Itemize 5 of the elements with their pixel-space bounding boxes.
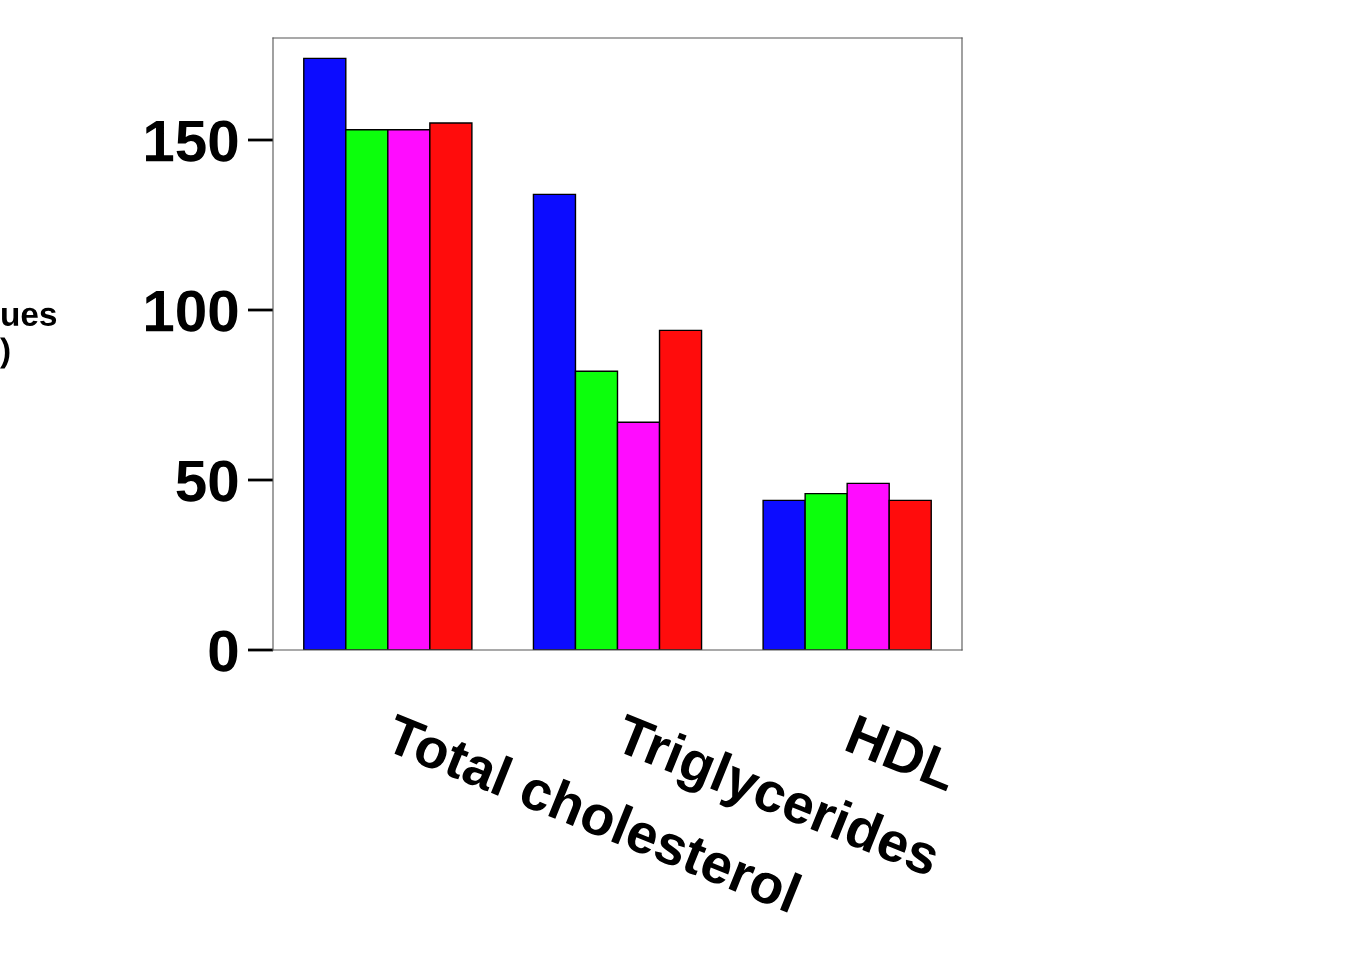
y-tick-label: 50 xyxy=(176,460,238,502)
y-tick-label: 0 xyxy=(209,630,238,672)
y-tick-label: 150 xyxy=(146,120,238,162)
y-axis-title: ues ) xyxy=(0,307,57,369)
y-tick-label: 100 xyxy=(146,290,238,332)
